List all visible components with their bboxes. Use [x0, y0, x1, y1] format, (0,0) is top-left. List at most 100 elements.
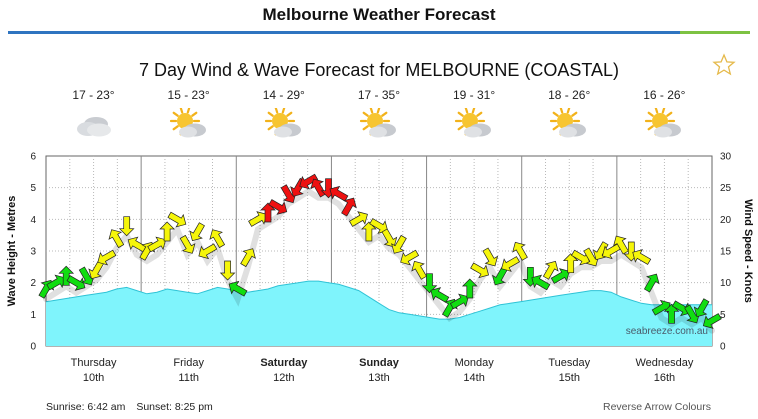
wave-height-line — [45, 280, 712, 320]
temperature-range: 16 - 26° — [643, 88, 686, 102]
wind-arrow — [571, 249, 590, 266]
wind-arrow — [219, 260, 236, 281]
day-forecast-monday: 19 - 31° — [427, 88, 522, 140]
wind-arrow — [542, 260, 559, 280]
day-date: 10th — [83, 372, 104, 384]
wind-arrow — [88, 260, 105, 280]
wind-arrow — [147, 236, 167, 253]
day-label: Friday — [173, 357, 204, 369]
partly-sunny-icon — [454, 108, 492, 138]
header-rule — [8, 31, 680, 34]
wind-arrow — [430, 287, 450, 303]
temperature-range: 15 - 23° — [167, 88, 210, 102]
wave-height-area — [46, 281, 712, 346]
wind-arrow — [643, 273, 660, 293]
wind-arrow — [512, 241, 528, 261]
wind-arrow — [66, 275, 86, 291]
temperature-range: 17 - 35° — [357, 88, 400, 102]
wind-arrow — [341, 197, 357, 217]
wind-arrow — [491, 266, 508, 286]
wind-arrow — [411, 260, 427, 280]
reverse-arrow-colours-link[interactable]: Reverse Arrow Colours — [603, 401, 711, 413]
partly-sunny-icon — [169, 108, 206, 138]
wind-arrow — [108, 229, 125, 249]
right-axis-tick: 15 — [720, 247, 732, 258]
wind-arrow — [400, 249, 420, 266]
day-forecast-saturday: 14 - 29° — [236, 88, 331, 140]
day-forecast-friday: 15 - 23° — [141, 88, 236, 140]
day-date: 11th — [178, 372, 199, 384]
wind-arrow — [482, 247, 499, 267]
wind-arrow — [179, 234, 196, 254]
day-date: 13th — [368, 372, 389, 384]
left-axis-tick: 2 — [30, 278, 36, 289]
page-title: Melbourne Weather Forecast — [262, 5, 496, 24]
wind-arrow — [268, 199, 288, 215]
wind-arrow — [391, 234, 407, 254]
left-axis-tick: 4 — [30, 215, 36, 226]
wind-shadow — [43, 187, 715, 334]
wind-arrow — [198, 243, 218, 260]
wind-arrow — [461, 278, 478, 299]
wind-arrow — [702, 313, 722, 329]
wind-arrow — [329, 185, 349, 202]
wind-arrow — [118, 216, 135, 237]
right-axis-title: Wind Speed - Knots — [742, 199, 754, 303]
wind-arrow — [421, 273, 438, 294]
partly-sunny-icon — [359, 108, 396, 138]
wind-arrow — [613, 235, 629, 255]
wind-arrow — [381, 228, 398, 248]
page-header: Melbourne Weather Forecast — [0, 0, 758, 36]
day-forecast-thursday: 17 - 23° — [46, 88, 141, 140]
partly-sunny-icon — [264, 108, 301, 138]
wind-arrow — [550, 268, 570, 284]
wind-arrow — [58, 265, 75, 286]
wind-arrow — [167, 211, 187, 228]
day-label: Tuesday — [548, 357, 590, 369]
left-axis-tick: 3 — [30, 247, 36, 258]
wind-arrow — [693, 298, 710, 318]
right-axis-tick: 25 — [720, 183, 732, 194]
sunrise-text: Sunrise: 6:42 am — [46, 401, 126, 413]
wind-arrow — [240, 248, 256, 268]
temperature-range: 18 - 26° — [548, 88, 591, 102]
day-forecast-wednesday: 16 - 26° — [617, 88, 712, 140]
day-label: Saturday — [260, 357, 308, 369]
partly-sunny-icon — [550, 108, 587, 138]
temperature-range: 17 - 23° — [72, 88, 115, 102]
right-axis-tick: 10 — [720, 278, 732, 289]
watermark-text: seabreeze.com.au — [626, 326, 708, 337]
left-axis-tick: 1 — [30, 310, 36, 321]
left-axis-tick: 5 — [30, 183, 36, 194]
wind-arrow — [349, 211, 368, 227]
wind-arrow — [531, 274, 551, 291]
day-date: 16th — [654, 372, 675, 384]
temperature-range: 14 - 29° — [262, 88, 305, 102]
header-rule-accent — [680, 31, 750, 34]
right-axis-tick: 0 — [720, 342, 726, 353]
wind-arrow — [159, 221, 175, 242]
day-label: Thursday — [71, 357, 117, 369]
wind-arrow — [209, 229, 226, 249]
left-axis-tick: 6 — [30, 152, 36, 163]
wind-arrow — [97, 249, 117, 266]
day-label: Wednesday — [635, 357, 693, 369]
day-date: 15th — [559, 372, 580, 384]
left-axis-tick: 0 — [30, 342, 36, 353]
sunset-text: Sunset: 8:25 pm — [136, 401, 213, 413]
right-axis-tick: 30 — [720, 152, 732, 163]
partly-sunny-icon — [645, 108, 682, 138]
day-forecast-sunday: 17 - 35° — [331, 88, 426, 140]
day-label: Monday — [455, 357, 495, 369]
day-date: 14th — [463, 372, 484, 384]
sun-times: Sunrise: 6:42 am Sunset: 8:25 pm — [46, 401, 213, 413]
wind-arrow — [470, 262, 489, 279]
wind-arrow — [449, 293, 469, 310]
temperature-range: 19 - 31° — [452, 88, 496, 102]
wind-arrow — [228, 280, 248, 297]
wind-arrow — [299, 173, 319, 190]
favourite-star-icon[interactable] — [712, 53, 736, 77]
day-forecast-tuesday: 18 - 26° — [522, 88, 617, 140]
right-axis-tick: 20 — [720, 215, 732, 226]
chart-title: 7 Day Wind & Wave Forecast for MELBOURNE… — [138, 60, 620, 80]
